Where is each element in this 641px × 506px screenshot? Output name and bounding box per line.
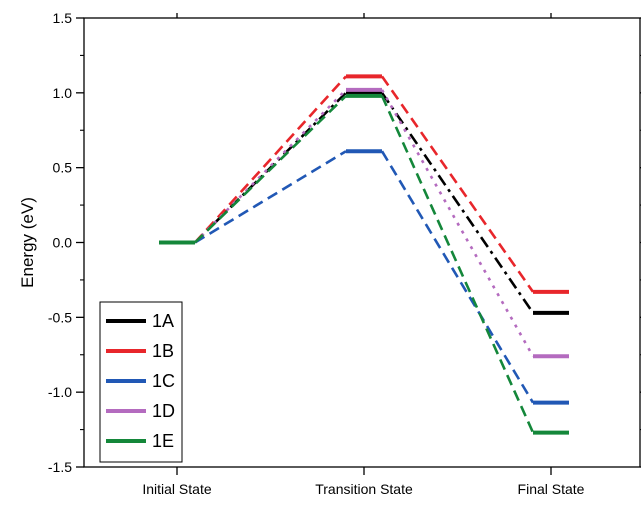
y-axis-label: Energy (eV) bbox=[18, 197, 37, 288]
axes-layer: 1.5 1.0 0.5 0.0 -0.5 -1.0 -1.5 Initial State Tra… bbox=[18, 10, 641, 497]
legend-label: 1A bbox=[152, 311, 174, 331]
connector-line bbox=[380, 92, 535, 314]
connector-line bbox=[380, 95, 535, 434]
x-tick-label: Transition State bbox=[315, 481, 413, 497]
x-tick-label: Initial State bbox=[142, 481, 211, 497]
legend-label: 1E bbox=[152, 431, 174, 451]
series-1B bbox=[159, 74, 569, 294]
y-tick-label: 0.5 bbox=[53, 160, 73, 176]
y-tick-label: -0.5 bbox=[48, 309, 72, 325]
series-1D bbox=[159, 87, 569, 359]
connector-line bbox=[380, 75, 535, 293]
y-tick-label: 1.5 bbox=[53, 10, 73, 26]
legend-label: 1D bbox=[152, 401, 175, 421]
connector-line bbox=[194, 150, 347, 244]
data-layer bbox=[159, 74, 569, 435]
legend-label: 1C bbox=[152, 371, 175, 391]
connector-line bbox=[194, 94, 347, 244]
connector-line bbox=[194, 75, 347, 244]
connector-line bbox=[380, 89, 535, 357]
legend-label: 1B bbox=[152, 341, 174, 361]
y-tick-label: 1.0 bbox=[53, 85, 73, 101]
series-1C bbox=[159, 149, 569, 405]
y-tick-label: 0.0 bbox=[53, 235, 73, 251]
series-1A bbox=[159, 90, 569, 315]
series-1E bbox=[159, 93, 569, 435]
legend: 1A 1B 1C 1D 1E bbox=[99, 301, 183, 463]
x-tick-label: Final State bbox=[518, 481, 585, 497]
y-tick-label: -1.5 bbox=[48, 459, 72, 475]
connector-line bbox=[380, 150, 535, 404]
y-tick-label: -1.0 bbox=[48, 384, 72, 400]
